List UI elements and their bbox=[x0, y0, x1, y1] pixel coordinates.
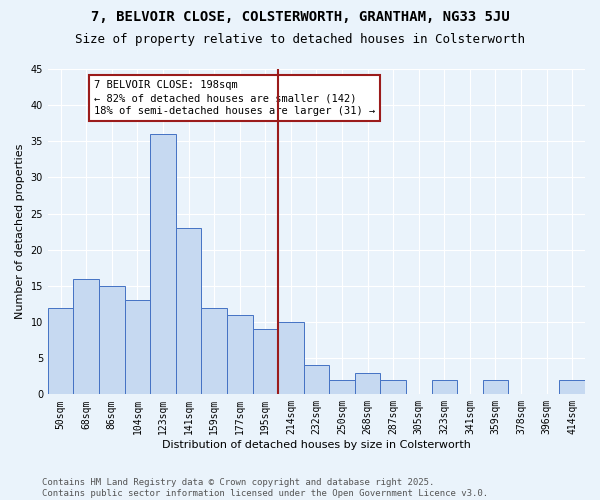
Bar bbox=[329, 380, 355, 394]
Bar bbox=[559, 380, 585, 394]
Text: 7, BELVOIR CLOSE, COLSTERWORTH, GRANTHAM, NG33 5JU: 7, BELVOIR CLOSE, COLSTERWORTH, GRANTHAM… bbox=[91, 10, 509, 24]
Text: Size of property relative to detached houses in Colsterworth: Size of property relative to detached ho… bbox=[75, 32, 525, 46]
Bar bbox=[48, 308, 73, 394]
Bar bbox=[278, 322, 304, 394]
Bar bbox=[227, 315, 253, 394]
Bar bbox=[73, 278, 99, 394]
Bar bbox=[176, 228, 202, 394]
Bar bbox=[431, 380, 457, 394]
Text: 7 BELVOIR CLOSE: 198sqm
← 82% of detached houses are smaller (142)
18% of semi-d: 7 BELVOIR CLOSE: 198sqm ← 82% of detache… bbox=[94, 80, 375, 116]
Bar bbox=[380, 380, 406, 394]
Bar bbox=[253, 330, 278, 394]
X-axis label: Distribution of detached houses by size in Colsterworth: Distribution of detached houses by size … bbox=[162, 440, 471, 450]
Bar bbox=[150, 134, 176, 394]
Bar bbox=[304, 366, 329, 394]
Bar bbox=[99, 286, 125, 395]
Y-axis label: Number of detached properties: Number of detached properties bbox=[15, 144, 25, 320]
Bar bbox=[355, 372, 380, 394]
Bar bbox=[202, 308, 227, 394]
Bar bbox=[125, 300, 150, 394]
Text: Contains HM Land Registry data © Crown copyright and database right 2025.
Contai: Contains HM Land Registry data © Crown c… bbox=[42, 478, 488, 498]
Bar bbox=[482, 380, 508, 394]
